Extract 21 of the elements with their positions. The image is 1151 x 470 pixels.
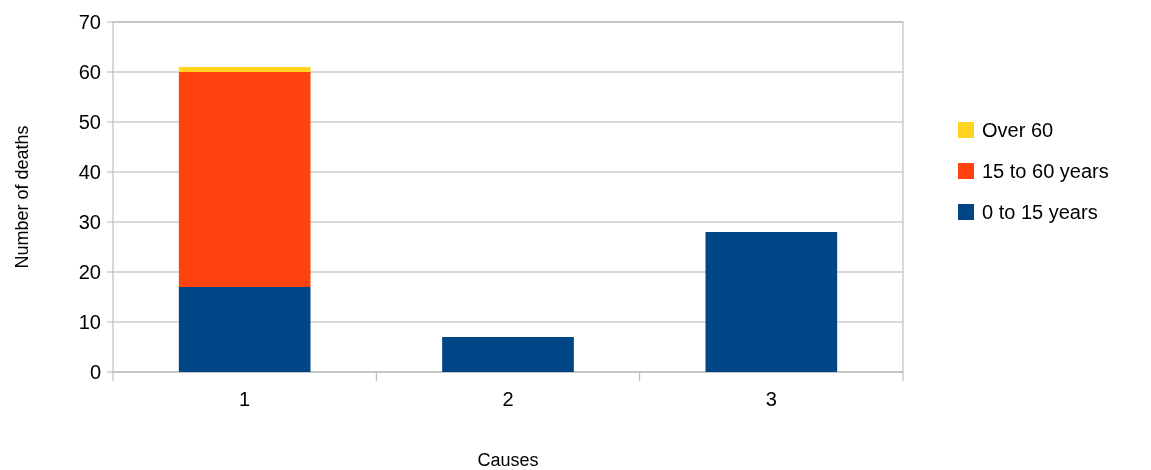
y-tick-label: 30	[78, 211, 101, 233]
legend-label: 15 to 60 years	[982, 160, 1109, 182]
y-tick-label: 0	[89, 361, 101, 383]
bar	[178, 287, 311, 372]
y-tick-label: 10	[78, 311, 101, 333]
y-tick-label: 50	[78, 111, 101, 133]
x-tick-label: 3	[765, 388, 777, 410]
y-axis-title: Number of deaths	[12, 125, 32, 269]
y-tick-label: 70	[78, 11, 101, 33]
y-tick-label: 20	[78, 261, 101, 283]
x-tick-label: 2	[502, 388, 514, 410]
y-tick-label: 40	[78, 161, 101, 183]
legend-label: Over 60	[982, 119, 1054, 141]
legend-label: 0 to 15 years	[982, 201, 1098, 223]
bar	[442, 337, 574, 372]
x-tick-label: 1	[239, 388, 251, 410]
bar	[705, 232, 838, 372]
y-tick-label: 60	[78, 61, 101, 83]
bar	[178, 72, 311, 287]
bar	[178, 67, 311, 72]
x-axis-title: Causes	[477, 450, 539, 470]
